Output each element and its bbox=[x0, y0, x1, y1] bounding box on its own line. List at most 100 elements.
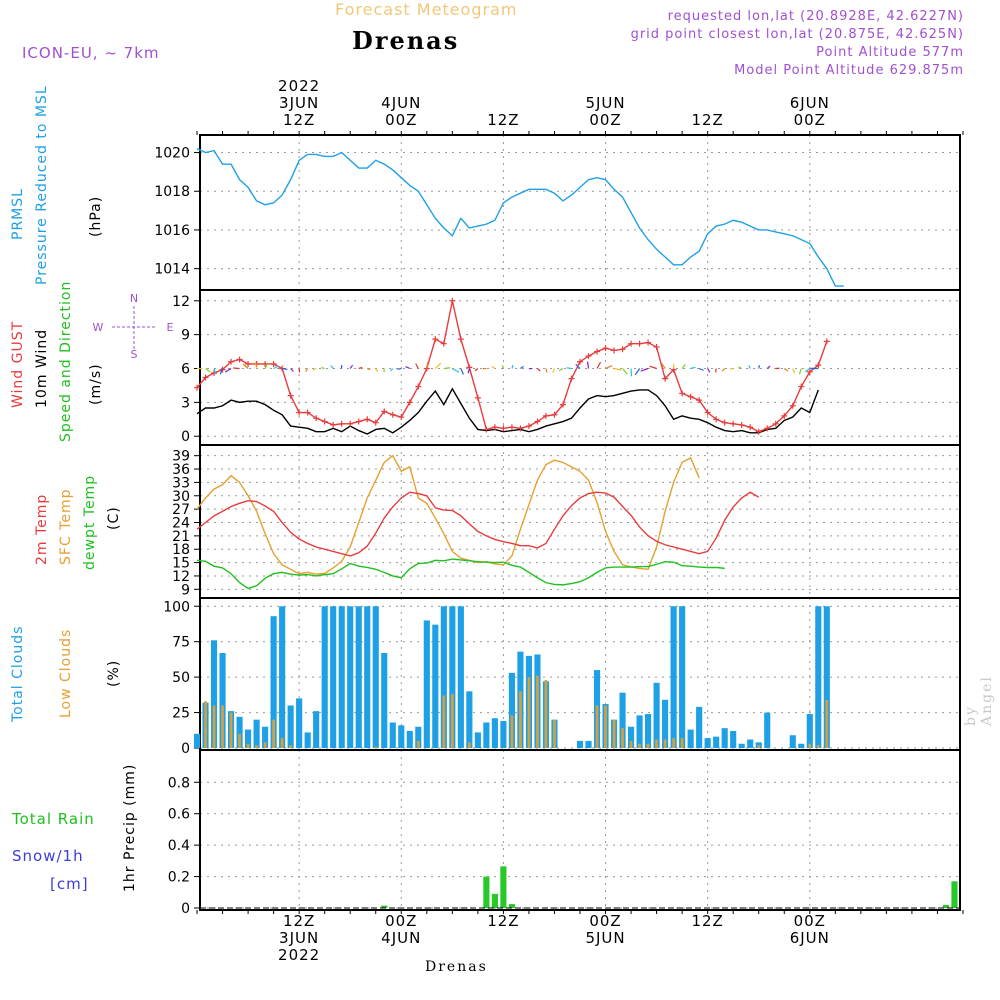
total-cloud-bar bbox=[619, 692, 626, 748]
wind-arrow bbox=[804, 368, 811, 373]
wind-arrow bbox=[367, 367, 371, 371]
precip-bar bbox=[500, 866, 507, 908]
footer-location: Drenas bbox=[425, 959, 488, 975]
low-cloud-bar bbox=[416, 740, 420, 748]
y-tick-label-clouds: 25 bbox=[172, 706, 190, 722]
wind-arrow bbox=[766, 365, 771, 369]
low-cloud-bar bbox=[604, 705, 607, 748]
total-cloud-bar bbox=[730, 730, 737, 748]
wind-arrow bbox=[622, 368, 628, 375]
wind-arrow bbox=[460, 368, 464, 375]
requested-coords: requested lon,lat (20.8928E, 42.6227N) bbox=[667, 9, 964, 24]
total-cloud-bar bbox=[508, 672, 515, 748]
low-cloud-bar bbox=[263, 742, 267, 748]
gust-marker bbox=[577, 358, 583, 365]
y-tick-label-temperature: 27 bbox=[172, 502, 190, 518]
precip-bar bbox=[491, 893, 498, 908]
total-cloud-bar bbox=[653, 682, 660, 748]
gust-marker bbox=[313, 415, 320, 422]
total-cloud-bar bbox=[585, 740, 592, 748]
time-label: 12Z bbox=[487, 111, 520, 129]
wind-arrow bbox=[434, 362, 442, 369]
gust-marker bbox=[738, 421, 745, 428]
wind-arrow bbox=[586, 361, 590, 369]
y-tick-label-temperature: 18 bbox=[172, 542, 190, 558]
grid-point-coords: grid point closest lon,lat (20.875E, 42.… bbox=[630, 27, 964, 42]
y-tick-label-temperature: 21 bbox=[172, 529, 190, 545]
wind-arrow bbox=[520, 365, 524, 369]
wind-arrow bbox=[282, 367, 288, 371]
panel-frame bbox=[199, 134, 961, 291]
gust-marker bbox=[381, 408, 388, 415]
total-cloud-bar bbox=[372, 606, 379, 748]
wind-arrow bbox=[640, 367, 649, 372]
low-cloud-bar bbox=[629, 740, 633, 748]
y-tick-label-wind: 9 bbox=[181, 328, 190, 344]
precip-bar bbox=[951, 881, 958, 908]
low-cloud-bar bbox=[238, 733, 241, 748]
y-tick-label-temperature: 30 bbox=[172, 489, 190, 505]
pressure-line bbox=[196, 148, 844, 287]
low-cloud-bar bbox=[255, 745, 258, 748]
time-label: 12Z bbox=[691, 111, 724, 129]
low-cloud-bar bbox=[221, 705, 224, 748]
gust-marker bbox=[781, 412, 788, 419]
wind-arrow bbox=[375, 368, 379, 372]
low-cloud-bar bbox=[553, 719, 556, 748]
gust-marker bbox=[500, 425, 507, 432]
gust-marker bbox=[534, 418, 541, 425]
total-cloud-bar bbox=[576, 740, 584, 748]
gust-marker bbox=[398, 414, 405, 421]
wind-arrow bbox=[661, 363, 666, 369]
wind-arrow bbox=[205, 368, 211, 373]
wind-arrow bbox=[758, 365, 761, 369]
gust-marker bbox=[372, 419, 379, 426]
low-cloud-bar bbox=[246, 743, 250, 748]
wind-arrow bbox=[467, 368, 470, 374]
total-cloud-bar bbox=[279, 606, 286, 748]
sfc-temp-line bbox=[196, 454, 700, 575]
gust-marker bbox=[551, 411, 558, 418]
total-cloud-bar bbox=[304, 732, 311, 748]
gust-marker bbox=[449, 297, 456, 304]
total-cloud-bar bbox=[398, 725, 405, 748]
total-cloud-bar bbox=[262, 726, 269, 748]
wind-arrow bbox=[242, 363, 249, 369]
gust-marker bbox=[662, 375, 669, 382]
wind-arrow bbox=[273, 365, 280, 370]
precip-bar bbox=[942, 904, 950, 908]
time-label: 2022 3JUN 12Z bbox=[278, 77, 321, 129]
total-cloud-bar bbox=[236, 716, 243, 748]
wind-arrow bbox=[537, 368, 541, 372]
gust-marker bbox=[330, 421, 337, 428]
wind-arrow bbox=[566, 367, 572, 370]
total-cloud-bar bbox=[747, 739, 754, 748]
wind-arrow bbox=[681, 364, 686, 369]
gust-marker bbox=[287, 392, 294, 399]
time-label: 6JUN 00Z bbox=[789, 94, 830, 129]
time-label: 00Z 4JUN bbox=[381, 912, 422, 947]
low-cloud-bar bbox=[638, 743, 641, 748]
y-tick-label-temperature: 15 bbox=[172, 556, 190, 572]
meteogram-title: Forecast Meteogram bbox=[335, 0, 518, 19]
wind-arrow bbox=[397, 367, 402, 370]
gust-marker bbox=[389, 411, 396, 418]
low-cloud-bar bbox=[655, 739, 658, 748]
wind-arrow bbox=[330, 365, 334, 369]
gust-marker bbox=[559, 401, 566, 408]
wind-arrow bbox=[605, 365, 613, 370]
wind-arrow bbox=[232, 367, 240, 370]
compass-w: W bbox=[93, 321, 104, 334]
total-cloud-bar bbox=[219, 653, 226, 748]
total-cloud-bar bbox=[338, 606, 345, 748]
gust-marker bbox=[653, 344, 660, 351]
gust-marker bbox=[679, 390, 686, 397]
y-tick-label-wind: 0 bbox=[181, 429, 190, 445]
wind-arrow bbox=[254, 361, 258, 369]
total-cloud-bar bbox=[406, 730, 413, 748]
gust-marker bbox=[568, 375, 575, 382]
wind-arrow bbox=[698, 367, 704, 371]
total-cloud-bar bbox=[500, 721, 507, 748]
wind-arrow bbox=[219, 368, 224, 375]
low-cloud-bar bbox=[204, 701, 207, 748]
